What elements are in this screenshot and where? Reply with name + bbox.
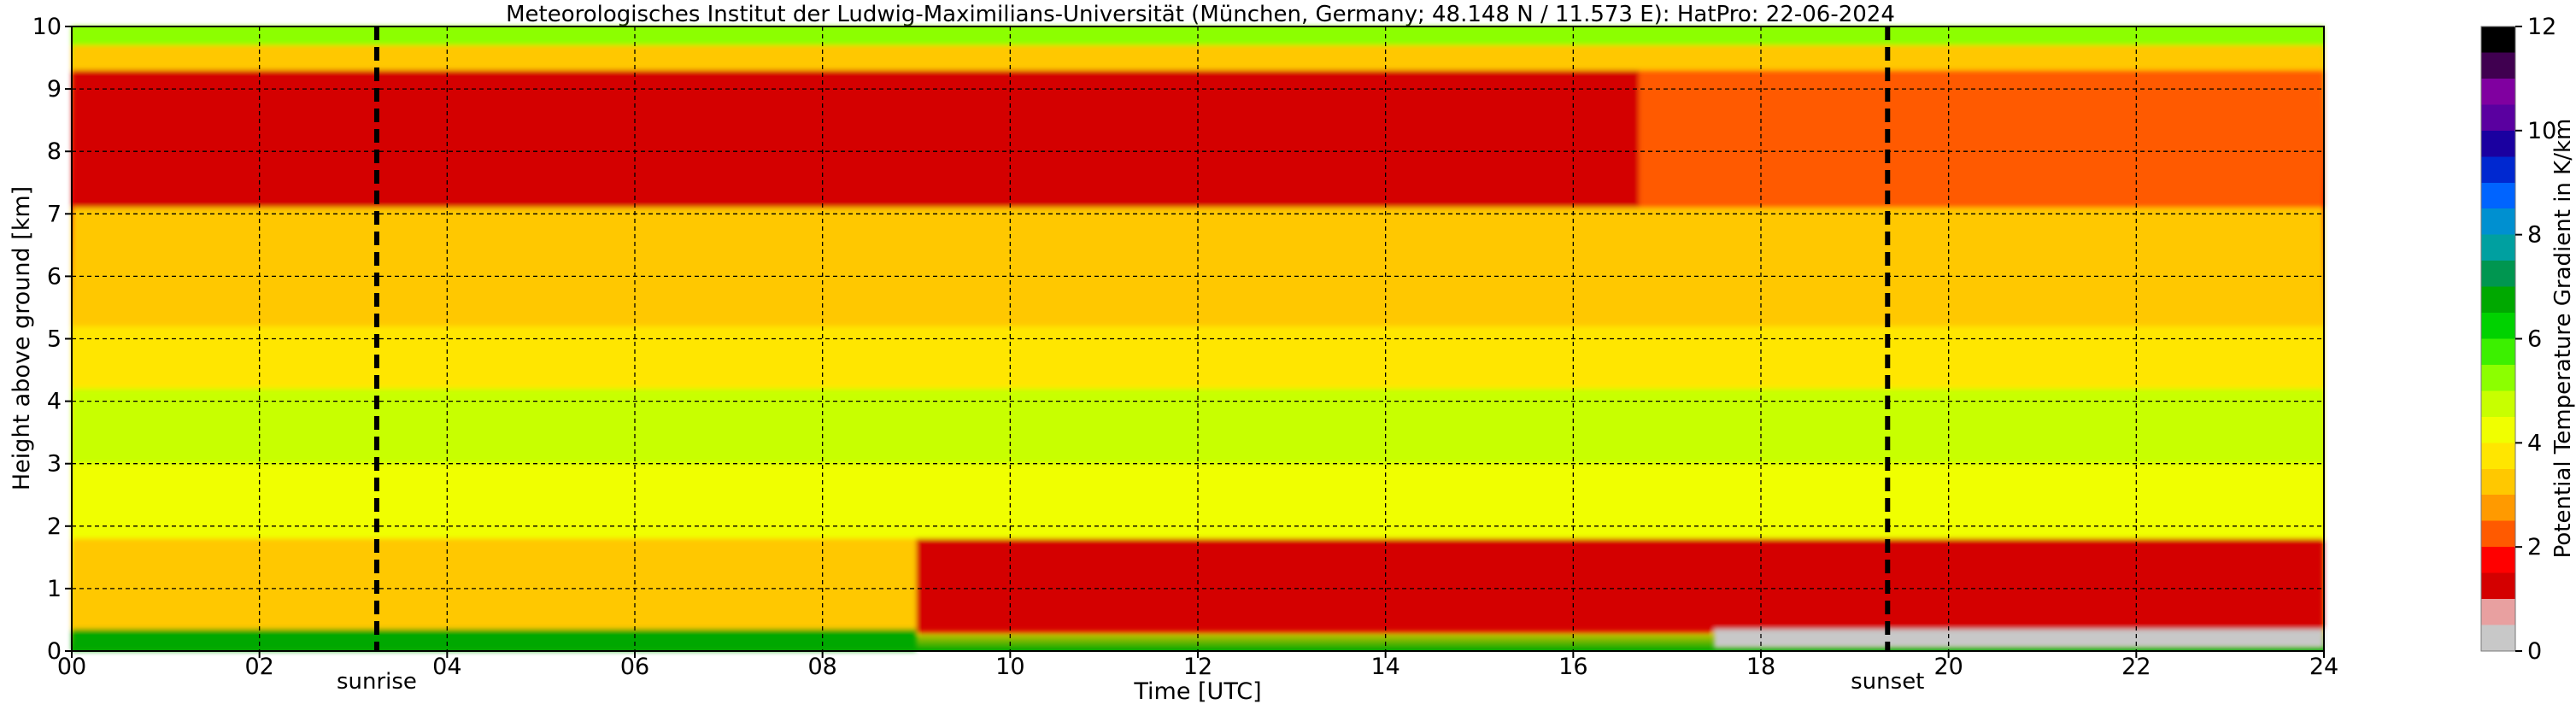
x-tick-label: 04 <box>432 654 461 680</box>
plot-area: sunrise sunset <box>71 26 2325 695</box>
y-tick-label: 3 <box>47 451 62 478</box>
colorbar-tick-label: 10 <box>2527 118 2556 144</box>
heatmap-layer <box>72 538 917 630</box>
y-tick-label: 9 <box>47 76 62 103</box>
colorbar-tick-label: 2 <box>2527 534 2542 560</box>
x-axis-ticks: 00 02 04 06 08 10 12 14 16 18 20 22 24 <box>57 651 2338 680</box>
heatmap-layer <box>916 538 2324 633</box>
y-tick-label: 8 <box>47 138 62 165</box>
colorbar-tick-label: 6 <box>2527 326 2542 353</box>
heatmap-layer <box>72 629 917 651</box>
y-axis-label: Height above ground [km] <box>9 186 35 490</box>
colorbar: 0 2 4 6 8 10 12 Potential Temperature Gradient… <box>2480 14 2576 665</box>
grid-lines <box>72 26 2324 651</box>
sunset-label: sunset <box>1851 669 1924 695</box>
x-tick-label: 08 <box>807 654 836 680</box>
y-tick-label: 4 <box>47 389 62 415</box>
heatmap-layer <box>1639 70 2324 208</box>
x-tick-label: 16 <box>1558 654 1587 680</box>
x-tick-label: 14 <box>1370 654 1399 680</box>
colorbar-ramp <box>2481 26 2515 651</box>
colorbar-ticks: 0 2 4 6 8 10 12 <box>2515 14 2556 665</box>
y-tick-label: 5 <box>47 326 62 353</box>
x-tick-label: 22 <box>2121 654 2151 680</box>
x-tick-label: 02 <box>244 654 273 680</box>
x-axis-label: Time [UTC] <box>1133 678 1261 704</box>
colorbar-tick-label: 12 <box>2527 14 2556 40</box>
y-tick-label: 10 <box>32 14 62 40</box>
colorbar-tick-label: 8 <box>2527 222 2542 249</box>
chart-title: Meteorologisches Institut der Ludwig-Max… <box>506 2 1895 27</box>
colorbar-tick-label: 0 <box>2527 638 2542 665</box>
colorbar-tick-label: 4 <box>2527 430 2542 456</box>
y-tick-label: 0 <box>47 638 62 665</box>
x-tick-label: 18 <box>1746 654 1775 680</box>
heatmap-layer <box>1714 629 2324 648</box>
y-tick-label: 6 <box>47 263 62 290</box>
y-tick-label: 7 <box>47 201 62 227</box>
sunrise-label: sunrise <box>337 669 417 695</box>
x-tick-label: 00 <box>57 654 86 680</box>
y-axis-ticks: 0 1 2 3 4 5 6 7 8 9 10 <box>32 14 72 665</box>
y-tick-label: 1 <box>47 576 62 602</box>
x-tick-label: 12 <box>1183 654 1212 680</box>
x-tick-label: 24 <box>2309 654 2338 680</box>
x-tick-label: 06 <box>620 654 649 680</box>
x-tick-label: 20 <box>1933 654 1963 680</box>
x-tick-label: 10 <box>995 654 1024 680</box>
colorbar-label: Potential Temperature Gradient in K/km <box>2550 119 2576 559</box>
y-tick-label: 2 <box>47 513 62 540</box>
heatmap-layer <box>72 70 1640 208</box>
sun-markers: sunrise sunset <box>337 26 1924 695</box>
